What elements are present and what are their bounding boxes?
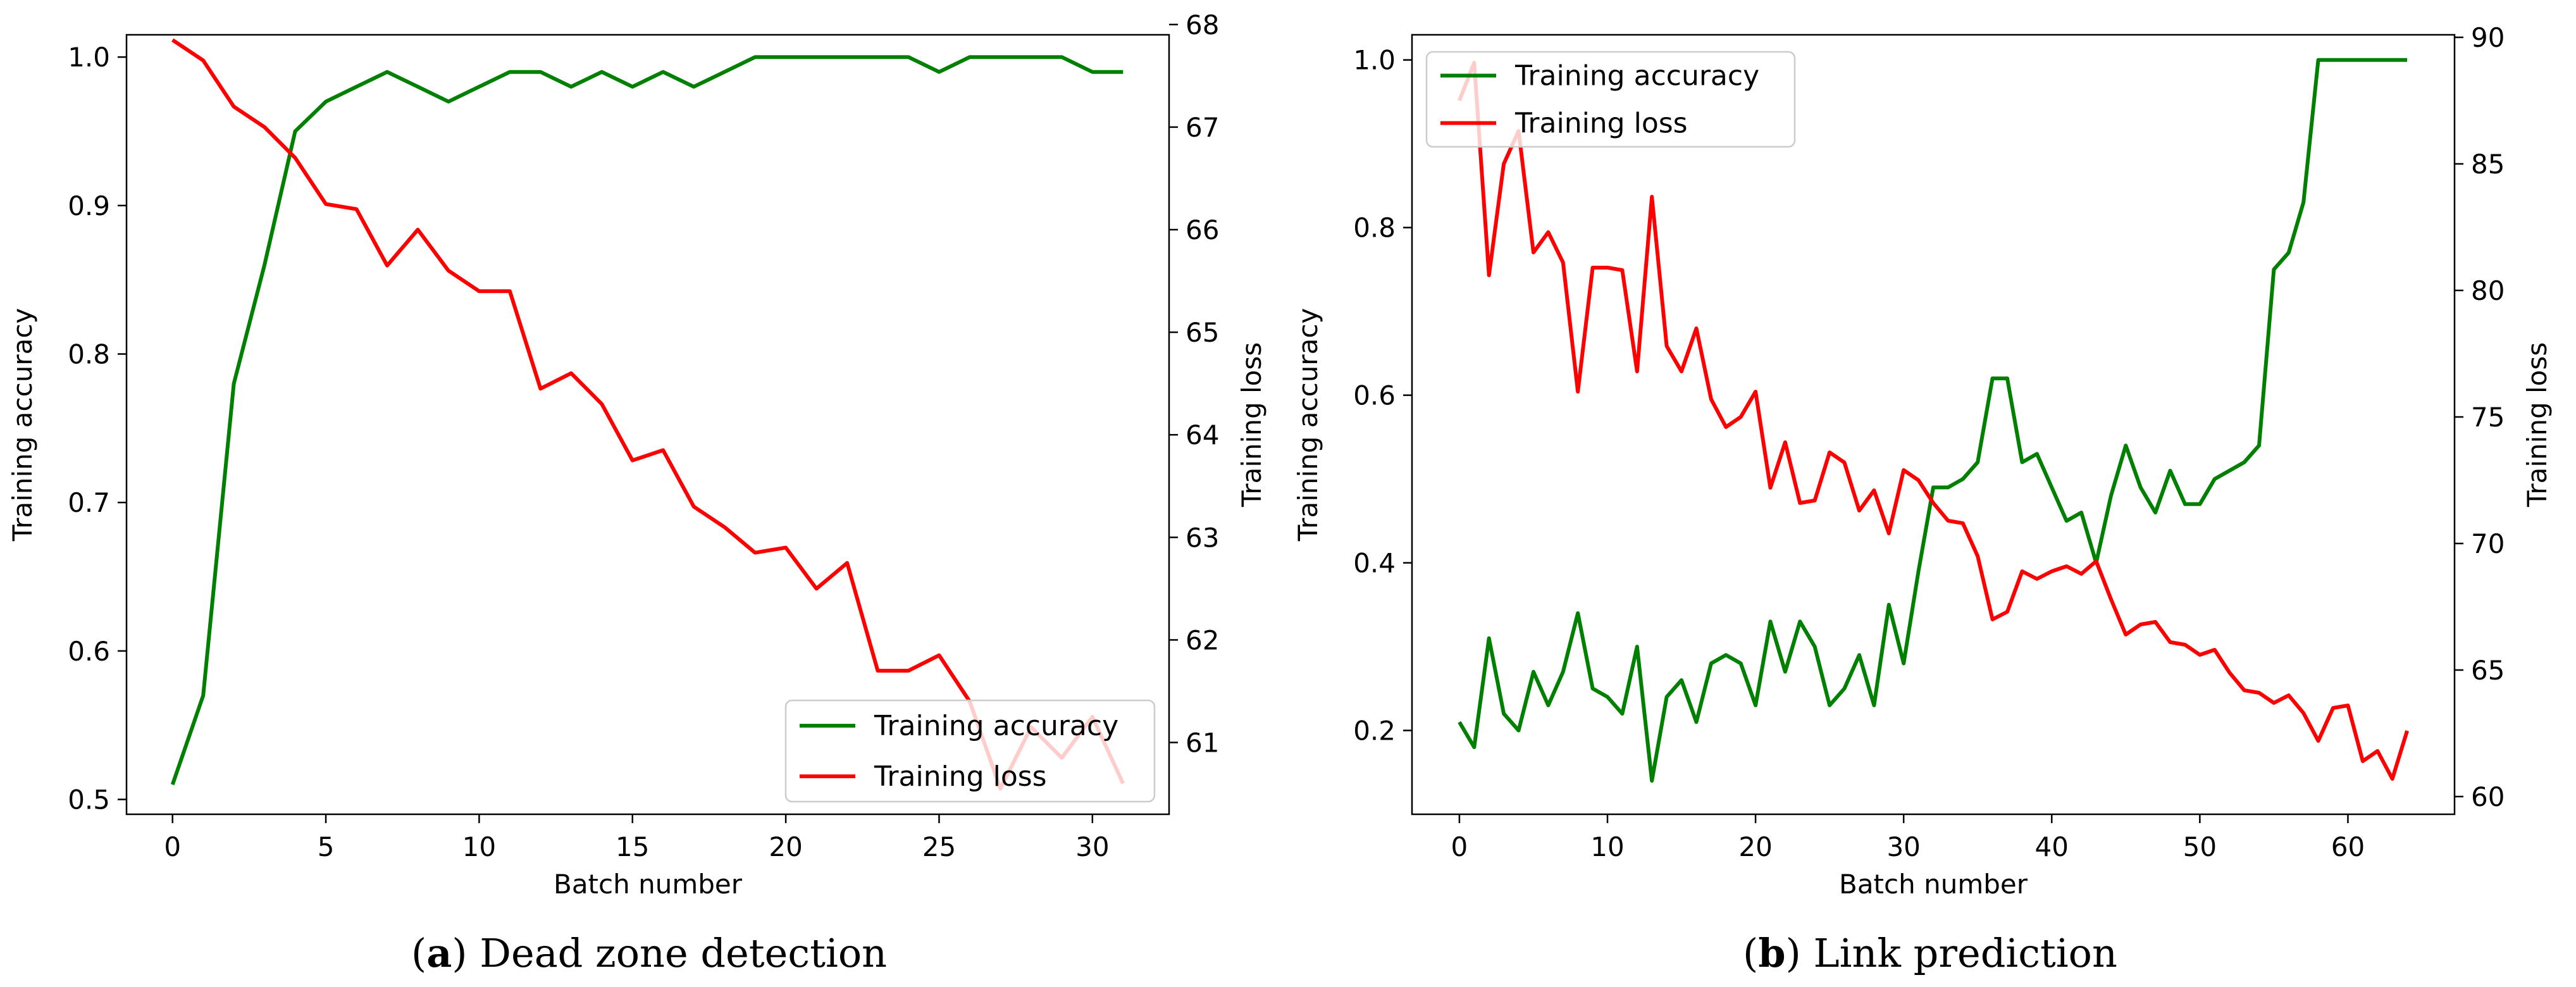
y2-tick-label: 60 [2471, 781, 2505, 812]
y2-tick-label: 62 [1186, 624, 1219, 655]
x-tick-label: 30 [1886, 831, 1920, 862]
x-tick-label: 10 [1590, 831, 1624, 862]
x-tick-label: 5 [318, 831, 335, 862]
x-tick-label: 40 [2035, 831, 2069, 862]
x-axis-label: Batch number [554, 869, 743, 900]
x-tick-label: 20 [1738, 831, 1772, 862]
y-tick-label: 0.7 [68, 487, 110, 518]
y2-tick-label: 70 [2471, 528, 2505, 559]
legend-box [784, 699, 1156, 803]
y-axis-label: Training accuracy [7, 308, 38, 542]
x-axis-label: Batch number [1839, 869, 2028, 900]
y-tick-label: 0.8 [1353, 213, 1396, 244]
series-line-training-accuracy [1458, 58, 2408, 783]
y-tick-label: 0.9 [68, 190, 110, 221]
legend-label-training-accuracy: Training accuracy [1514, 60, 1759, 92]
x-tick-label: 25 [922, 831, 956, 862]
y2-tick-label: 63 [1186, 522, 1219, 553]
x-tick-label: 0 [1451, 831, 1468, 862]
x-tick-label: 60 [2331, 831, 2365, 862]
y-axis-label: Training accuracy [1292, 308, 1323, 542]
legend: Training accuracy Training loss [1425, 51, 1796, 148]
y-tick-label: 1.0 [1353, 45, 1396, 76]
series-line-training-loss [1458, 61, 2409, 781]
series-line-training-accuracy [170, 55, 1124, 786]
legend-box [1425, 51, 1796, 148]
plot-frame [125, 34, 1170, 816]
caption-a: (a) Dead zone detection [411, 930, 888, 976]
series-line-training-loss [171, 38, 1125, 791]
y-tick-label: 0.8 [68, 339, 110, 370]
y2-tick-label: 75 [2471, 402, 2505, 433]
y-tick-label: 1.0 [68, 42, 110, 73]
caption-a-label: a [426, 930, 452, 976]
x-tick-label: 15 [616, 831, 649, 862]
y2-tick-label: 67 [1186, 112, 1219, 143]
y2-tick-label: 80 [2471, 275, 2505, 306]
y-tick-label: 0.4 [1353, 548, 1396, 579]
x-tick-label: 50 [2183, 831, 2217, 862]
x-tick-label: 20 [769, 831, 802, 862]
chart-1: 0 10 20 30 40 50 60 0.2 0.4 0.6 0.8 1.0 60 65 70 75 80 85… [1292, 22, 2553, 900]
y2-tick-label: 66 [1186, 214, 1219, 245]
y2-axis-label: Training loss [1236, 342, 1267, 507]
legend-label-training-loss: Training loss [1514, 108, 1688, 140]
y2-tick-label: 61 [1186, 728, 1219, 759]
y-tick-label: 0.6 [1353, 380, 1396, 411]
y-tick-label: 0.5 [68, 785, 110, 816]
legend-label-training-loss: Training loss [874, 760, 1047, 793]
caption-a-text: Dead zone detection [480, 930, 888, 976]
legend: Training accuracy Training loss [784, 699, 1156, 803]
y2-tick-label: 64 [1186, 419, 1219, 450]
chart-0: 0 5 10 15 20 25 30 0.5 0.6 0.7 0.8 0.9 1.0 61 62 63 64 65… [7, 9, 1267, 900]
x-tick-label: 30 [1075, 831, 1109, 862]
y-tick-label: 0.6 [68, 636, 110, 667]
caption-b-label: b [1758, 930, 1786, 976]
y-tick-label: 0.2 [1353, 716, 1396, 747]
y2-tick-label: 65 [2471, 655, 2505, 686]
plot-frame [1411, 34, 2456, 816]
legend-label-training-accuracy: Training accuracy [874, 710, 1118, 742]
y2-tick-label: 90 [2471, 22, 2505, 53]
y2-tick-label: 85 [2471, 149, 2505, 180]
x-tick-label: 10 [462, 831, 496, 862]
y2-tick-label: 65 [1186, 317, 1219, 348]
y2-tick-label: 68 [1186, 9, 1219, 40]
x-tick-label: 0 [164, 831, 181, 862]
caption-b-text: Link prediction [1813, 930, 2117, 976]
y2-axis-label: Training loss [2522, 342, 2553, 507]
caption-b: (b) Link prediction [1743, 930, 2117, 976]
